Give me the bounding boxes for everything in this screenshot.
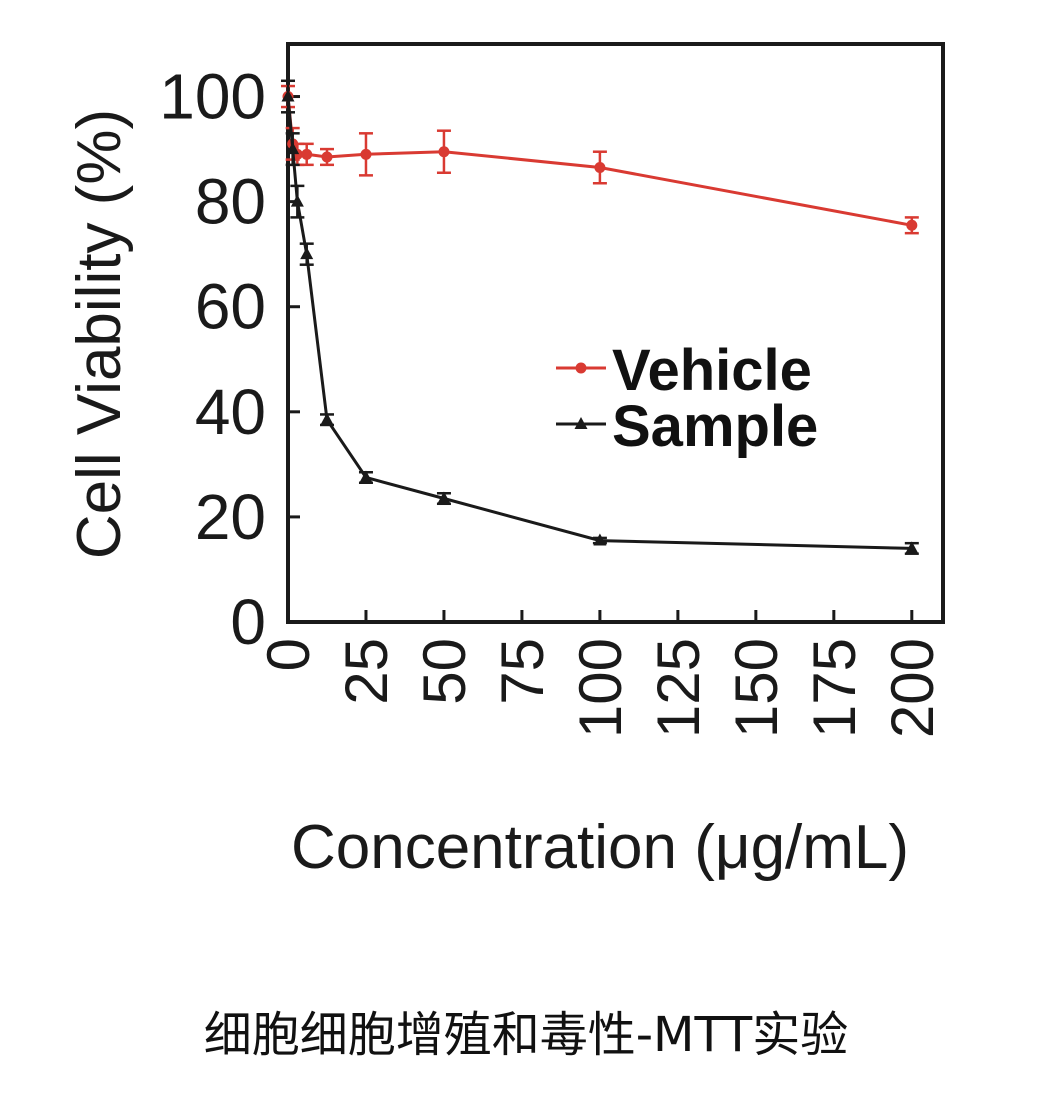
x-tick-label: 100 [567, 638, 634, 738]
data-point [320, 412, 334, 425]
x-tick-label: 50 [411, 638, 478, 705]
data-point [359, 470, 373, 483]
legend-label: Sample [612, 394, 818, 459]
legend-label: Vehicle [612, 338, 812, 403]
data-point [905, 541, 919, 554]
x-axis-label: Concentration (μg/mL) [291, 813, 909, 882]
data-point [321, 151, 333, 163]
x-axis: 0 25 50 75 100 125 150 175 200 [255, 610, 946, 738]
data-point [906, 219, 918, 231]
series-layer [281, 79, 919, 555]
x-tick-label: 150 [723, 638, 790, 738]
y-tick-label: 20 [195, 481, 266, 553]
legend-marker [574, 417, 588, 429]
data-point [290, 194, 304, 207]
y-tick-label: 100 [159, 61, 266, 133]
y-tick-label: 80 [195, 166, 266, 238]
legend-item-vehicle: Vehicle [556, 338, 812, 403]
y-tick-label: 60 [195, 271, 266, 343]
plot-frame [286, 42, 945, 624]
y-axis: 0 20 40 60 80 100 [159, 61, 300, 658]
data-point [281, 89, 295, 102]
data-point [301, 148, 313, 160]
figure-caption: 细胞细胞增殖和毒性-MTT实验 [203, 1007, 849, 1063]
legend-item-sample: Sample [556, 394, 818, 459]
data-point [438, 146, 450, 158]
x-tick-label: 125 [645, 638, 712, 738]
data-point [594, 161, 606, 173]
data-point [360, 148, 372, 160]
x-tick-label: 0 [255, 638, 322, 671]
x-tick-label: 175 [801, 638, 868, 738]
data-point [300, 247, 314, 260]
legend-marker [575, 362, 587, 374]
series-vehicle [281, 84, 919, 235]
x-tick-label: 200 [879, 638, 946, 738]
data-point [437, 491, 451, 504]
data-point [593, 533, 607, 546]
x-tick-label: 75 [489, 638, 556, 705]
data-point [286, 142, 300, 155]
y-tick-label: 40 [195, 376, 266, 448]
plot-border [286, 42, 945, 624]
y-tick-label: 0 [230, 586, 266, 658]
series-sample [281, 79, 919, 555]
x-tick-label: 25 [333, 638, 400, 705]
y-axis-label: Cell Viability (%) [65, 109, 134, 559]
